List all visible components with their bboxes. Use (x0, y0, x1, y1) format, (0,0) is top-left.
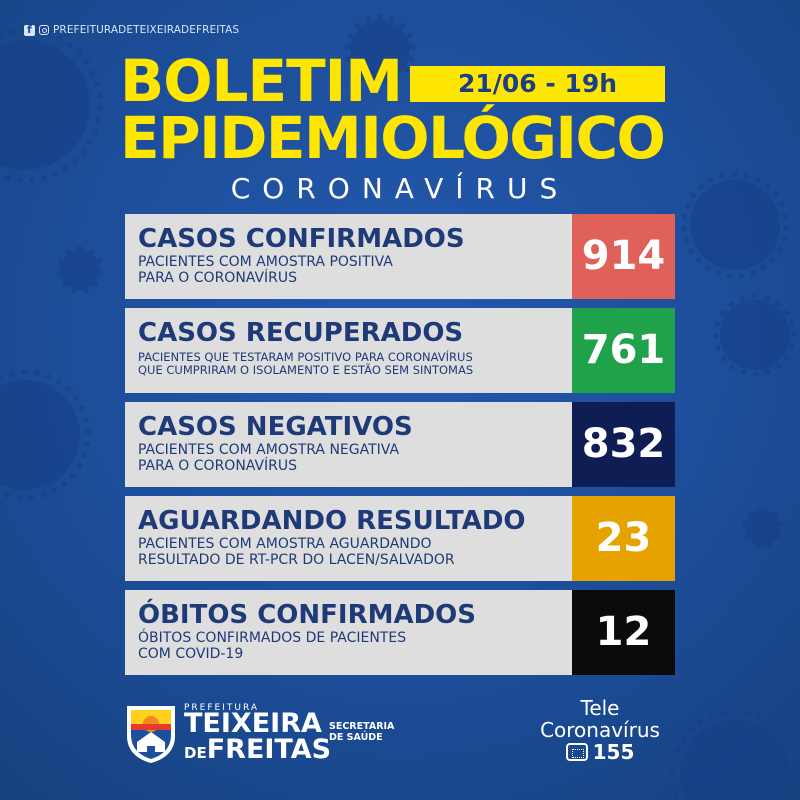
stat-title: AGUARDANDO RESULTADO (138, 506, 526, 536)
city-name-de: DE (184, 744, 207, 762)
city-name-freitas: FREITAS (206, 734, 332, 765)
stat-desc: PACIENTES COM AMOSTRA POSITIVA (138, 254, 393, 270)
stat-desc: PARA O CORONAVÍRUS (138, 458, 298, 474)
stat-value: 761 (572, 308, 675, 393)
virus-decoration (669, 709, 800, 800)
stat-value: 832 (572, 402, 675, 487)
tele-number-row: 155 (525, 741, 675, 763)
tele-number: 155 (592, 740, 635, 764)
stat-label-box: CASOS RECUPERADOS PACIENTES QUE TESTARAM… (125, 308, 572, 393)
phone-icon (565, 743, 588, 761)
virus-decoration (741, 506, 784, 549)
virus-decoration (0, 27, 103, 183)
stat-title: CASOS RECUPERADOS (138, 318, 464, 348)
virus-decoration (681, 171, 789, 279)
stat-row-recovered: CASOS RECUPERADOS PACIENTES QUE TESTARAM… (125, 308, 675, 393)
stat-value: 23 (572, 496, 675, 581)
secretaria-line-1: SECRETARIA (329, 721, 395, 732)
stat-label-box: CASOS CONFIRMADOS PACIENTES COM AMOSTRA … (125, 214, 572, 299)
stat-desc: PACIENTES QUE TESTARAM POSITIVO PARA COR… (138, 350, 473, 364)
social-handle: PREFEITURADETEIXEIRADEFREITAS (24, 23, 240, 36)
tele-coronavirus-label: Coronavírus (540, 718, 660, 742)
virus-decoration (344, 14, 416, 86)
stat-title: CASOS CONFIRMADOS (138, 224, 465, 254)
title-line-1: BOLETIM (120, 47, 403, 115)
tele-coronavirus: Tele Coronavírus 155 (525, 697, 675, 763)
stat-row-pending: AGUARDANDO RESULTADO PACIENTES COM AMOST… (125, 496, 675, 581)
virus-decoration (56, 246, 104, 294)
stat-title: CASOS NEGATIVOS (138, 412, 413, 442)
city-name-line-2: DEFREITAS (184, 736, 331, 767)
secretaria-line-2: DE SAÚDE (329, 732, 383, 743)
stat-label-box: AGUARDANDO RESULTADO PACIENTES COM AMOST… (125, 496, 572, 581)
title-line-2: EPIDEMIOLÓGICO (120, 104, 666, 172)
stat-value: 12 (572, 590, 675, 675)
facebook-icon (24, 23, 35, 36)
stat-desc: COM COVID-19 (138, 646, 244, 662)
date-badge: 21/06 - 19h (410, 66, 665, 102)
stat-row-deaths: ÓBITOS CONFIRMADOS ÓBITOS CONFIRMADOS DE… (125, 590, 675, 675)
virus-decoration (713, 293, 797, 377)
social-handle-text: PREFEITURADETEIXEIRADEFREITAS (53, 24, 240, 36)
stat-row-negative: CASOS NEGATIVOS PACIENTES COM AMOSTRA NE… (125, 402, 675, 487)
stat-desc: RESULTADO DE RT-PCR DO LACEN/SALVADOR (138, 552, 455, 568)
secretaria-label: SECRETARIA DE SAÚDE (329, 721, 394, 743)
instagram-icon (39, 25, 49, 35)
stat-row-confirmed: CASOS CONFIRMADOS PACIENTES COM AMOSTRA … (125, 214, 675, 299)
stat-desc: QUE CUMPRIRAM O ISOLAMENTO E ESTÃO SEM S… (138, 363, 474, 377)
stat-desc: ÓBITOS CONFIRMADOS DE PACIENTES (138, 630, 407, 646)
stat-title: ÓBITOS CONFIRMADOS (138, 600, 477, 630)
stat-desc: PACIENTES COM AMOSTRA AGUARDANDO (138, 536, 432, 552)
prefeitura-label: PREFEITURA (184, 703, 260, 713)
stat-label-box: ÓBITOS CONFIRMADOS ÓBITOS CONFIRMADOS DE… (125, 590, 572, 675)
city-name-line-1: TEIXEIRA (184, 708, 322, 739)
virus-decoration (0, 369, 91, 501)
stat-value: 914 (572, 214, 675, 299)
stat-desc: PARA O CORONAVÍRUS (138, 270, 298, 286)
stat-desc: PACIENTES COM AMOSTRA NEGATIVA (138, 442, 400, 458)
stat-label-box: CASOS NEGATIVOS PACIENTES COM AMOSTRA NE… (125, 402, 572, 487)
city-crest-logo (127, 706, 175, 763)
subtitle: CORONAVÍRUS (230, 172, 570, 205)
tele-label: Tele (580, 696, 620, 720)
